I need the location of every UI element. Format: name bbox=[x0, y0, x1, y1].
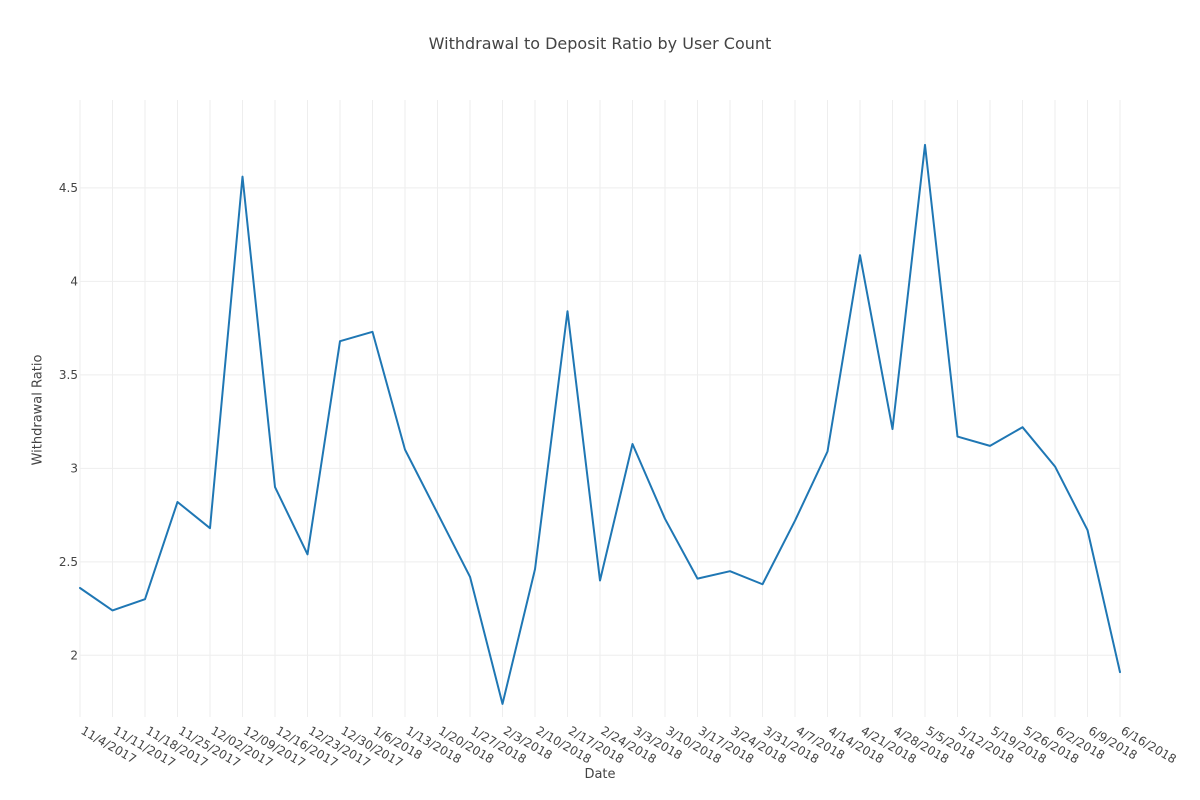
x-axis-title: Date bbox=[584, 767, 616, 782]
y-tick-label: 3.5 bbox=[59, 368, 78, 382]
chart-title: Withdrawal to Deposit Ratio by User Coun… bbox=[428, 34, 772, 53]
y-tick-label: 4 bbox=[70, 274, 78, 288]
grid-layer bbox=[79, 100, 1121, 717]
y-axis-title: Withdrawal Ratio bbox=[30, 354, 46, 466]
x-tick-layer: 11/4/201711/11/201711/18/201711/25/20171… bbox=[79, 723, 1179, 770]
y-tick-layer: 2 2.5 3 3.5 4 4.5 bbox=[59, 181, 78, 662]
series-line bbox=[79, 143, 1121, 705]
series-layer bbox=[79, 143, 1121, 705]
y-tick-label: 2.5 bbox=[59, 555, 78, 569]
y-tick-label: 4.5 bbox=[59, 181, 78, 195]
y-tick-label: 2 bbox=[70, 648, 78, 662]
y-tick-label: 3 bbox=[70, 461, 78, 475]
